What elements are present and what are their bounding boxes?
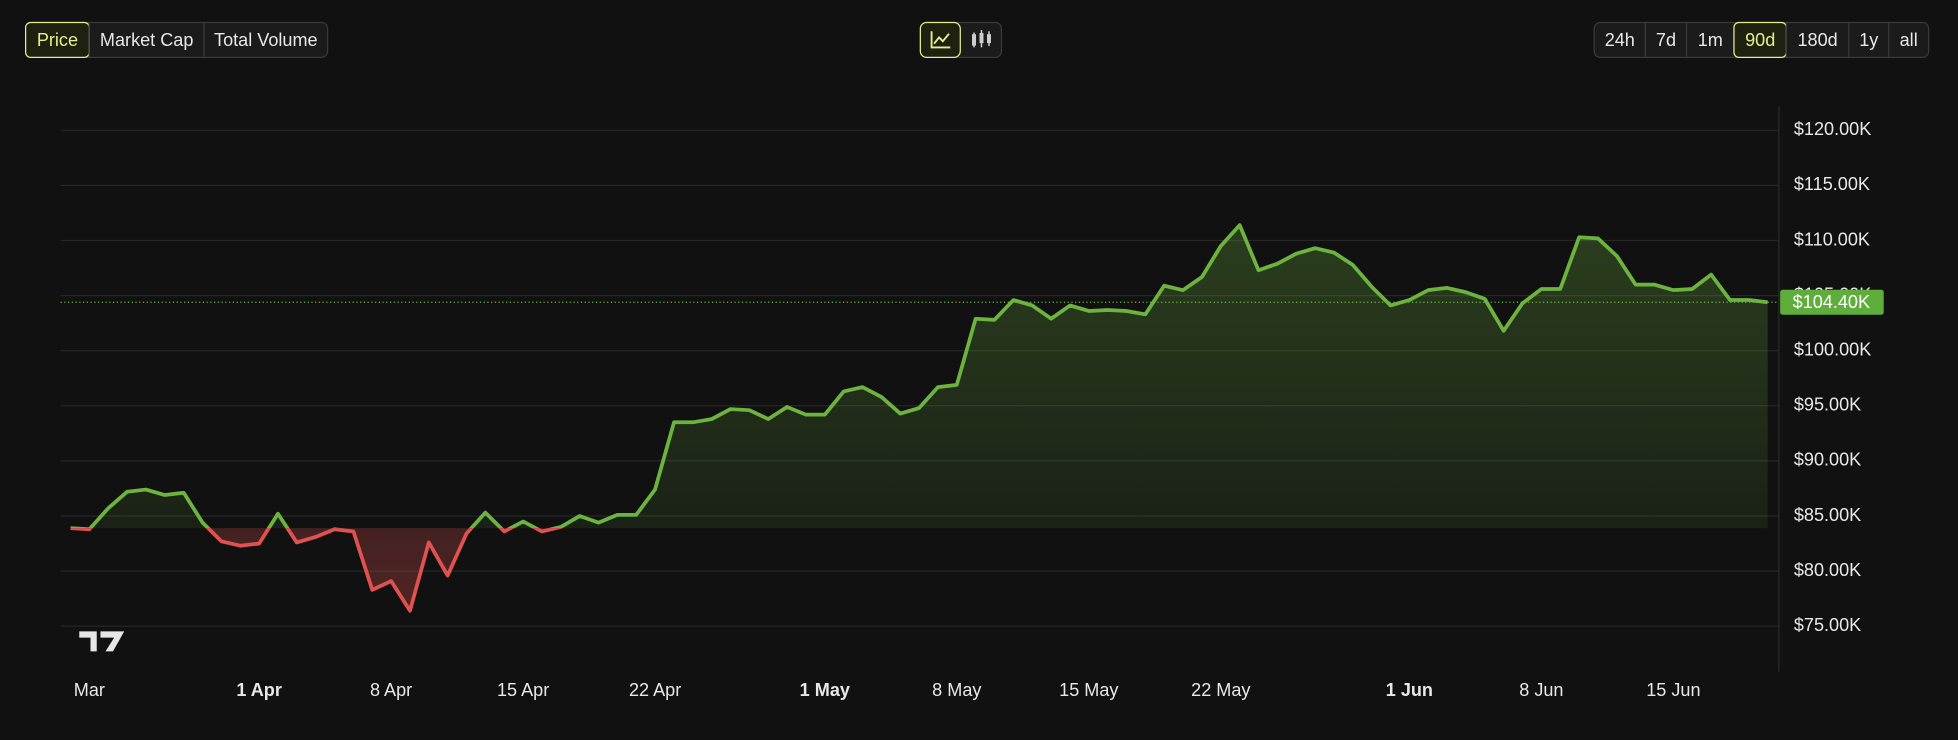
metrics-button[interactable]: Price [37,30,78,50]
toolbar: Price Market Cap Total Volume 24h 7d 1m 90d 180… [24,21,1930,59]
y-tick-label: $100.00K [1794,339,1871,359]
y-tick-label: $85.00K [1794,505,1861,525]
metrics-button[interactable]: Market Cap [100,30,193,50]
price-line-up [70,223,1768,529]
ranges-button[interactable]: 1m [1698,30,1723,50]
x-tick-label: 8 Jun [1519,680,1563,700]
x-tick-label: 1 May [800,680,850,700]
ranges-button[interactable]: 1y [1859,30,1878,50]
y-tick-label: $80.00K [1794,560,1861,580]
last-price-label: $104.40K [1793,292,1870,312]
x-tick-label: 15 Apr [497,680,549,700]
x-tick-label: 15 Jun [1646,680,1700,700]
area-down [70,528,1768,611]
ranges-button[interactable]: 90d [1745,30,1775,50]
last-price-box [1780,289,1884,315]
x-tick-label: 22 May [1191,680,1250,700]
y-tick-label: $75.00K [1794,615,1861,635]
y-tick-label: $95.00K [1794,395,1861,415]
y-tick-label: $120.00K [1794,119,1871,139]
ranges-button[interactable]: all [1900,30,1918,50]
ranges-button[interactable]: 7d [1656,30,1676,50]
y-tick-label: $110.00K [1794,229,1870,249]
y-tick-label: $90.00K [1794,450,1861,470]
plot: $75.00K $80.00K $85.00K $90.00K $95.00K $100.… [60,106,1884,700]
candle-chart-button[interactable] [972,29,991,48]
line-icon [930,31,951,49]
metrics-button[interactable]: Total Volume [214,30,318,50]
x-tick-label: 8 May [932,680,981,700]
x-tick-label: 1 Apr [236,680,282,700]
tradingview-logo [79,631,125,652]
x-tick-label: Mar [74,680,105,700]
area-up [70,225,1768,529]
ranges-button[interactable]: 24h [1605,30,1635,50]
price-line-down [70,528,563,613]
chart-type-switch [919,21,1003,59]
ranges-button[interactable]: 180d [1797,30,1837,50]
y-tick-label: $115.00K [1794,174,1870,194]
x-tick-label: 8 Apr [370,680,412,700]
x-tick-label: 1 Jun [1386,680,1433,700]
x-tick-label: 22 Apr [629,680,681,700]
x-tick-label: 15 May [1059,680,1118,700]
